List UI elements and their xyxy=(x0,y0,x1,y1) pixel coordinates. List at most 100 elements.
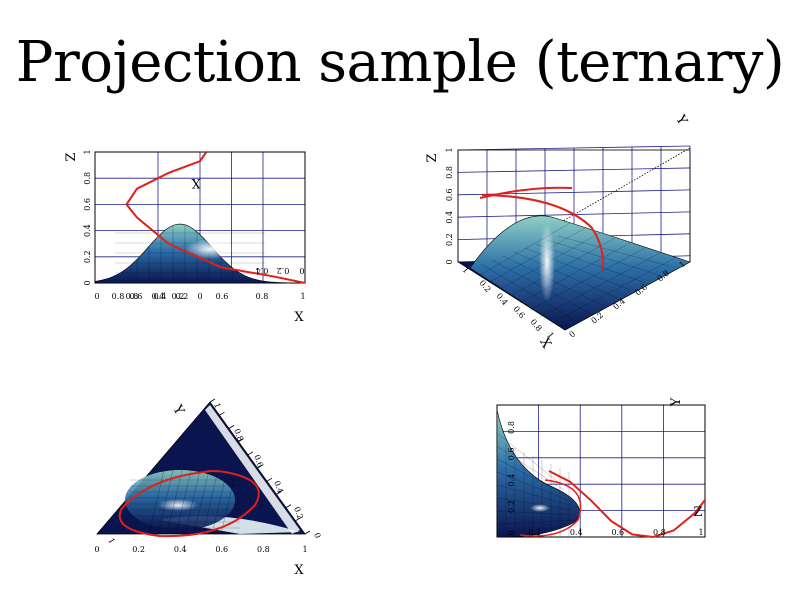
mesh-line xyxy=(496,519,577,525)
mesh-line xyxy=(148,469,165,535)
y-tick-label: 0.4 xyxy=(272,480,285,495)
x-tick-label: 0.6 xyxy=(130,292,143,301)
mesh-line xyxy=(489,227,586,283)
mesh-line xyxy=(513,251,618,299)
y-tick-label: 0 xyxy=(83,280,92,285)
y-tick-label: 1 xyxy=(678,259,688,269)
projection-curve xyxy=(548,470,706,539)
surface-lobe xyxy=(496,409,580,538)
x-tick-label: 1 xyxy=(302,545,307,554)
y-tick-label: 0.8 xyxy=(507,421,516,434)
projection-curve-inner xyxy=(519,479,582,537)
z-tick-label: 0.2 xyxy=(445,233,454,246)
edge-tick xyxy=(209,398,216,403)
mesh-line xyxy=(496,432,563,486)
x-tick-label: 0.8 xyxy=(653,528,666,537)
edge-tick xyxy=(295,517,301,522)
x-tick-label: 0 xyxy=(197,292,202,301)
mesh-line xyxy=(496,484,571,506)
x-tick-label: 0.4 xyxy=(154,292,167,301)
mesh-line xyxy=(496,497,573,511)
z-tick-label: 0 xyxy=(445,259,454,264)
x-tick-label: 0 xyxy=(94,545,99,554)
edge-tick xyxy=(247,451,254,456)
z-tick-label: 1 xyxy=(445,147,454,152)
y-tick-label: 0 xyxy=(312,532,322,540)
x-tick-label: 0.2 xyxy=(528,528,541,537)
y-tick-label: 0.6 xyxy=(83,198,92,211)
mesh-line xyxy=(496,445,565,491)
mesh-line xyxy=(479,222,571,276)
projection-curve xyxy=(125,151,306,284)
x-tick-label-overlap: 0.2 xyxy=(176,292,189,301)
mirror-tick-label: 0.4 xyxy=(256,266,269,275)
mesh-line xyxy=(546,239,657,275)
x-tick-label: 0.8 xyxy=(112,292,125,301)
mesh-line xyxy=(480,263,579,323)
mesh-line xyxy=(211,469,228,535)
mesh-line xyxy=(557,235,670,267)
edge-tick xyxy=(257,464,263,469)
y-tick-label: 0.2 xyxy=(507,500,516,513)
mesh-line xyxy=(175,469,192,535)
y-tick-label: 0.6 xyxy=(252,454,265,469)
mirror-tick-label: 0 xyxy=(299,266,304,275)
z-tick-label: 0.4 xyxy=(445,211,454,224)
y-tick-label: 0 xyxy=(568,329,578,339)
x-tick-label: 0.6 xyxy=(611,528,624,537)
y-tick-label: 0 xyxy=(507,530,516,535)
y-tick-label: 1 xyxy=(212,402,222,410)
x-tick-label: 0.2 xyxy=(172,292,185,301)
x-tick-label-overlap: 0 xyxy=(94,292,99,301)
mesh-line xyxy=(193,469,210,535)
surface-highlight xyxy=(530,504,550,512)
mesh-line xyxy=(220,469,237,535)
x-tick-label: 0.2 xyxy=(132,545,145,554)
inner-axis-label: X xyxy=(191,175,201,190)
z-axis-label: Z xyxy=(425,153,440,162)
x-axis-label: X xyxy=(294,310,304,325)
y-tick-label: 0.8 xyxy=(83,172,92,185)
mesh-line xyxy=(496,471,569,501)
edge-tick xyxy=(285,504,292,508)
x-tick-label: 0.4 xyxy=(174,545,187,554)
mirror-tick-label: 0.2 xyxy=(277,266,290,275)
edge-tick xyxy=(228,425,235,429)
mesh-line xyxy=(539,252,661,318)
y-tick-label: 1 xyxy=(83,149,92,154)
mesh-line xyxy=(519,242,631,304)
x-tick-label: 1 xyxy=(460,266,470,276)
curve-projection xyxy=(481,194,604,271)
edge-tick xyxy=(238,438,244,442)
x-tick-label-overlap: 0.8 xyxy=(126,292,139,301)
edge-tick xyxy=(219,411,225,416)
y-tick-label: 0.4 xyxy=(507,474,516,487)
x-tick-label: 0.8 xyxy=(256,292,269,301)
z-tick-label: 0.6 xyxy=(445,188,454,201)
edge-tick xyxy=(266,477,273,482)
mesh-line xyxy=(157,469,174,535)
y-tick-label: 0.8 xyxy=(232,428,245,443)
x-tick-label: 0.6 xyxy=(215,545,228,554)
y-tick-label: 0.4 xyxy=(83,224,92,237)
z-axis-label: Z xyxy=(693,505,702,520)
surface-highlight xyxy=(185,239,235,260)
y-axis-label: Y xyxy=(669,397,684,407)
ternary-curve xyxy=(118,470,260,538)
mesh-line xyxy=(496,458,567,496)
x-tick-label-overlap: 0.4 xyxy=(152,292,165,301)
y-tick-label: 0.6 xyxy=(507,447,516,460)
edge-tick xyxy=(276,491,282,495)
x-axis-label: X xyxy=(294,563,304,578)
mesh-line xyxy=(509,237,616,297)
mesh-line xyxy=(184,469,201,535)
surface-highlight xyxy=(539,222,555,302)
edge-tick xyxy=(304,530,311,535)
x-tick-label: 0.8 xyxy=(257,545,270,554)
x-tick-label: 0.4 xyxy=(570,528,583,537)
corner-tick-label: 1 xyxy=(106,537,116,546)
mesh-line xyxy=(496,510,575,516)
